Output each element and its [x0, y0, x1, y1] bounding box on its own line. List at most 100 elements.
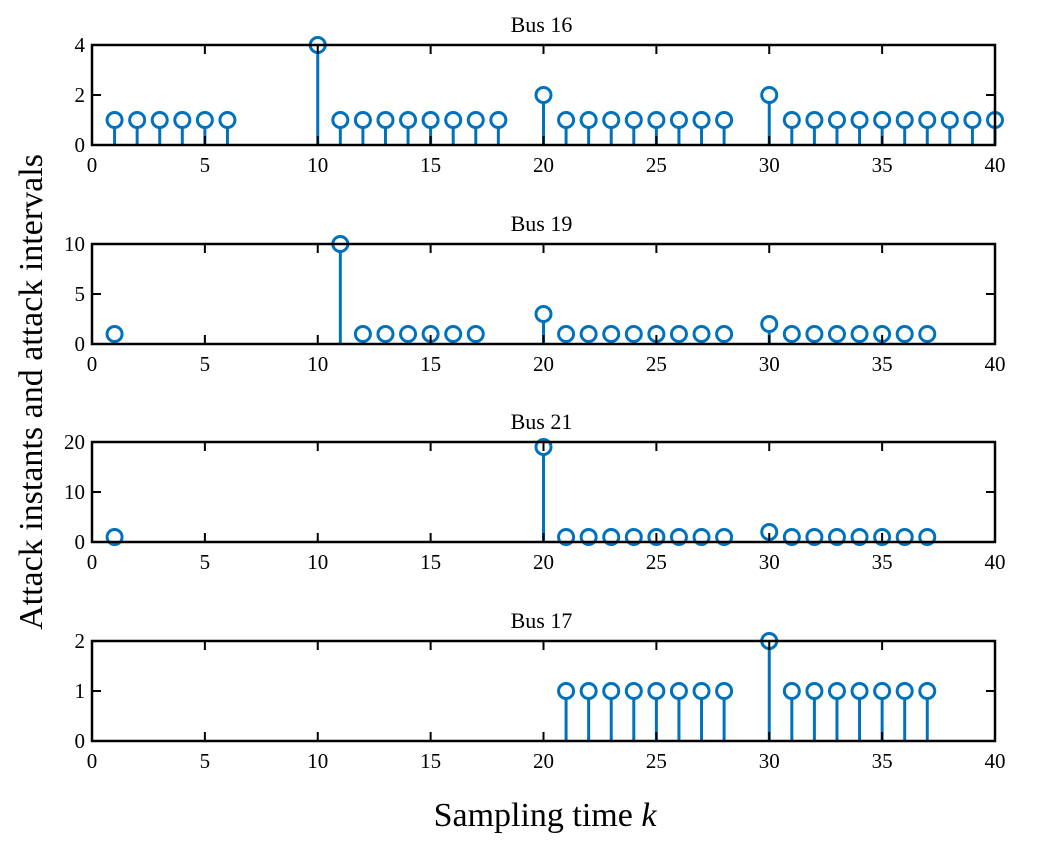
stem-marker [692, 325, 711, 343]
x-tick-label: 20 [533, 352, 554, 376]
stem-point [895, 325, 914, 344]
stem-point [105, 111, 124, 145]
stem-point [602, 325, 621, 344]
stem-marker [827, 111, 846, 129]
stem-marker [873, 682, 892, 700]
x-tick-label: 10 [307, 550, 328, 574]
stem-marker [534, 305, 553, 323]
stem-marker [963, 111, 982, 129]
stem-marker [782, 325, 801, 343]
stem-point [918, 111, 937, 145]
stem-marker [850, 325, 869, 343]
stem-point [466, 111, 485, 145]
stem-marker [376, 325, 395, 343]
stem-marker [647, 111, 666, 129]
stem-marker [173, 111, 192, 129]
stem-marker [895, 325, 914, 343]
x-tick-label: 25 [646, 352, 667, 376]
x-tick-label: 5 [200, 550, 211, 574]
stem-marker [669, 528, 688, 546]
stem-point [105, 325, 124, 344]
stem-marker [624, 682, 643, 700]
y-tick-label: 2 [75, 629, 86, 653]
stem-marker [918, 682, 937, 700]
stem-point [805, 111, 824, 145]
stem-marker [105, 325, 124, 343]
stem-point [669, 682, 688, 741]
x-tick-label: 10 [307, 352, 328, 376]
y-tick-label: 0 [75, 133, 86, 157]
stem-marker [579, 325, 598, 343]
x-tick-label: 30 [759, 749, 780, 773]
subplot-1: Bus 16 0 5 10 15 20 25 30 35 40 0 2 4 [75, 12, 1006, 177]
stem-point [669, 325, 688, 344]
stem-point [173, 111, 192, 145]
x-tick-label: 15 [420, 352, 441, 376]
stem-marker [331, 111, 350, 129]
x-tick-label: 15 [420, 153, 441, 177]
stem-point [579, 111, 598, 145]
stem-point [918, 682, 937, 741]
y-tick-label: 0 [75, 332, 86, 356]
stem-point [940, 111, 959, 145]
stem-marker [534, 86, 553, 104]
stem-marker [940, 111, 959, 129]
y-tick-label: 20 [64, 430, 85, 454]
stem-point [579, 325, 598, 344]
stem-marker [895, 528, 914, 546]
stem-point [715, 682, 734, 741]
stem-marker [827, 528, 846, 546]
y-tick-label: 10 [64, 480, 85, 504]
stem-marker [692, 528, 711, 546]
stem-marker [557, 325, 576, 343]
stem-marker [218, 111, 237, 129]
stem-marker [715, 111, 734, 129]
stem-marker [105, 111, 124, 129]
x-tick-label: 20 [533, 153, 554, 177]
stem-point [602, 682, 621, 741]
subplot-3: Bus 21 0 5 10 15 20 25 30 35 40 0 10 20 [64, 409, 1006, 574]
y-tick-label: 0 [75, 530, 86, 554]
stem-point [444, 111, 463, 145]
stem-marker [782, 111, 801, 129]
x-tick-label: 15 [420, 749, 441, 773]
stem-marker [715, 528, 734, 546]
stem-marker [353, 325, 372, 343]
stem-point [782, 325, 801, 344]
stem-point [399, 325, 418, 344]
x-tick-label: 20 [533, 550, 554, 574]
stem-marker [669, 111, 688, 129]
x-tick-label: 0 [87, 153, 98, 177]
stem-marker [918, 325, 937, 343]
stem-marker [692, 111, 711, 129]
stem-point [895, 682, 914, 741]
stem-point [579, 682, 598, 741]
stem-point [444, 325, 463, 344]
stem-point [331, 111, 350, 145]
stem-point [602, 111, 621, 145]
stem-point [963, 111, 982, 145]
stem-marker [534, 438, 553, 456]
stem-point [353, 111, 372, 145]
stem-point [489, 111, 508, 145]
subplot-2: Bus 19 0 5 10 15 20 25 30 35 40 0 5 10 [64, 211, 1006, 376]
stem-marker [827, 682, 846, 700]
x-tick-label: 40 [985, 550, 1006, 574]
stem-point [850, 325, 869, 344]
stem-marker [602, 325, 621, 343]
stem-point [669, 111, 688, 145]
stem-point [624, 111, 643, 145]
stem-marker [918, 528, 937, 546]
stem-point [466, 325, 485, 344]
y-tick-label: 2 [75, 83, 86, 107]
subplot-title: Bus 21 [511, 409, 573, 434]
stem-marker [602, 111, 621, 129]
subplot-4: Bus 17 0 5 10 15 20 25 30 35 40 0 1 2 [75, 608, 1006, 773]
stem-point [827, 111, 846, 145]
stem-marker [918, 111, 937, 129]
stem-marker [489, 111, 508, 129]
x-tick-label: 0 [87, 352, 98, 376]
stem-marker [805, 528, 824, 546]
